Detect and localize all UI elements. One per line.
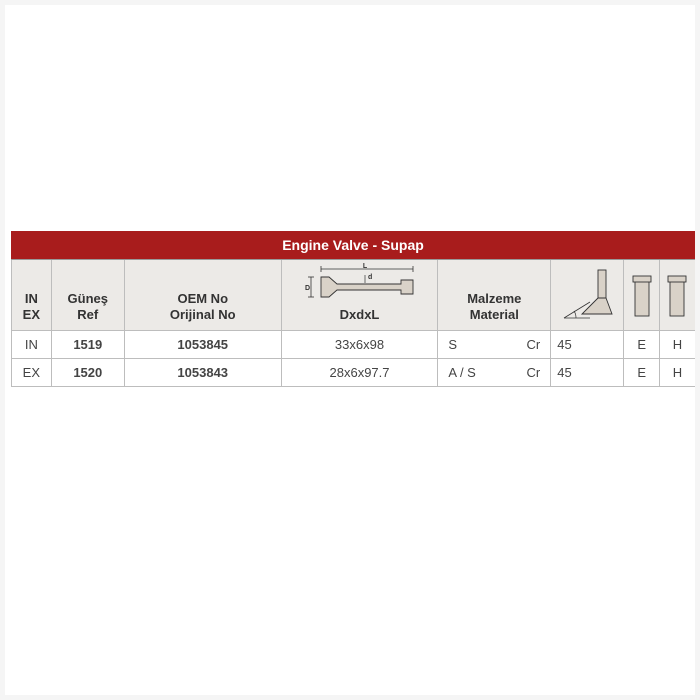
cell-j1: E [624,330,660,358]
cell-material-b: Cr [527,365,541,380]
header-material: Malzeme Material [438,260,551,330]
cell-ref: 1519 [51,330,124,358]
cell-ref: 1520 [51,358,124,386]
cell-j2: H [659,330,695,358]
table-title: Engine Valve - Supap [11,231,695,260]
svg-text:d: d [368,274,372,281]
cell-material: S Cr [438,330,551,358]
cell-material-b: Cr [527,337,541,352]
header-row: IN EX Güneş Ref OEM No Orijinal No [12,260,696,330]
cell-j2: H [659,358,695,386]
svg-text:L: L [362,263,367,270]
header-angle [551,260,624,330]
cell-inex: IN [12,330,52,358]
cell-dxd: 33x6x98 [281,330,438,358]
cell-inex: EX [12,358,52,386]
cell-material-a: S [448,337,457,352]
header-dxd: L D d DxdxL [281,260,438,330]
table-row: IN 1519 1053845 33x6x98 S Cr 45 E H [12,330,696,358]
cell-j1: E [624,358,660,386]
valve-table-container: Engine Valve - Supap IN EX Güneş Ref OEM… [11,231,695,387]
svg-text:D: D [305,285,310,292]
header-jar2 [659,260,695,330]
valve-angle-diagram-icon [560,268,614,320]
cylinder-diagram-icon [666,270,688,320]
header-jar1 [624,260,660,330]
cell-dxd: 28x6x97.7 [281,358,438,386]
valve-dimension-diagram-icon: L D d [295,263,425,303]
valve-spec-table: IN EX Güneş Ref OEM No Orijinal No [11,260,695,387]
cell-angle: 45 [551,330,624,358]
cell-angle: 45 [551,358,624,386]
header-oem: OEM No Orijinal No [124,260,281,330]
cell-oem: 1053845 [124,330,281,358]
cylinder-diagram-icon [631,270,653,320]
cell-material: A / S Cr [438,358,551,386]
cell-oem: 1053843 [124,358,281,386]
header-ref: Güneş Ref [51,260,124,330]
cell-material-a: A / S [448,365,475,380]
table-row: EX 1520 1053843 28x6x97.7 A / S Cr 45 E … [12,358,696,386]
header-inex: IN EX [12,260,52,330]
